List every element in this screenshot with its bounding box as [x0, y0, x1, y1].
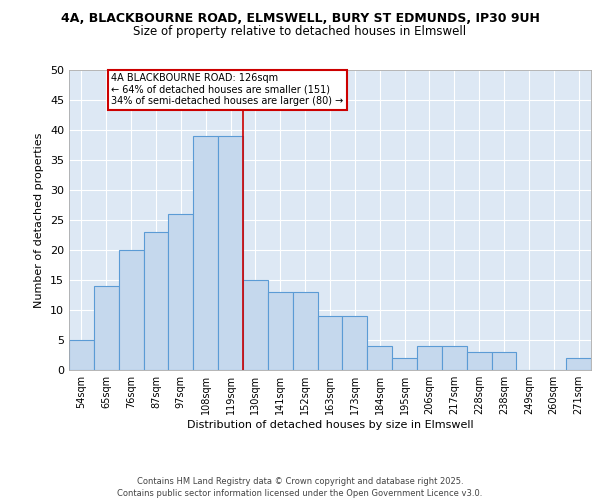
Bar [119, 250, 143, 370]
Text: 4A, BLACKBOURNE ROAD, ELMSWELL, BURY ST EDMUNDS, IP30 9UH: 4A, BLACKBOURNE ROAD, ELMSWELL, BURY ST … [61, 12, 539, 26]
Bar [143, 232, 169, 370]
Bar [467, 352, 491, 370]
Bar [491, 352, 517, 370]
Bar [317, 316, 343, 370]
Bar [69, 340, 94, 370]
Bar [293, 292, 317, 370]
Text: 4A BLACKBOURNE ROAD: 126sqm
← 64% of detached houses are smaller (151)
34% of se: 4A BLACKBOURNE ROAD: 126sqm ← 64% of det… [111, 73, 344, 106]
Bar [243, 280, 268, 370]
Bar [94, 286, 119, 370]
Bar [566, 358, 591, 370]
Bar [417, 346, 442, 370]
Bar [218, 136, 243, 370]
Bar [193, 136, 218, 370]
Bar [268, 292, 293, 370]
Bar [343, 316, 367, 370]
Text: Contains HM Land Registry data © Crown copyright and database right 2025.
Contai: Contains HM Land Registry data © Crown c… [118, 476, 482, 498]
Text: Size of property relative to detached houses in Elmswell: Size of property relative to detached ho… [133, 25, 467, 38]
Y-axis label: Number of detached properties: Number of detached properties [34, 132, 44, 308]
X-axis label: Distribution of detached houses by size in Elmswell: Distribution of detached houses by size … [187, 420, 473, 430]
Bar [367, 346, 392, 370]
Bar [169, 214, 193, 370]
Bar [442, 346, 467, 370]
Bar [392, 358, 417, 370]
